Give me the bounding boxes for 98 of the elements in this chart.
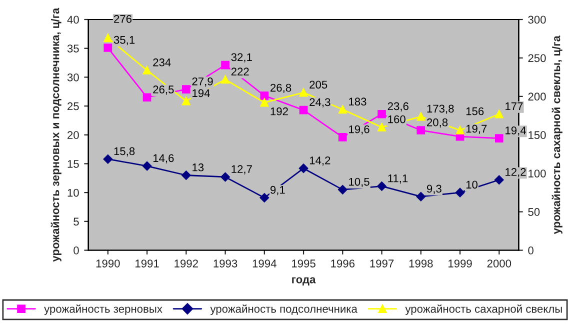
data-label: 12,2 xyxy=(506,168,526,178)
point xyxy=(260,98,269,107)
data-label: 9,3 xyxy=(426,184,442,194)
data-label: 19,7 xyxy=(466,124,487,134)
data-label: 10 xyxy=(466,180,478,189)
data-label: 20,8 xyxy=(427,118,448,128)
point xyxy=(182,85,190,94)
data-label: 19,6 xyxy=(349,125,370,135)
x-tick-label: 1992 xyxy=(174,260,198,268)
data-label: 35,1 xyxy=(114,36,135,46)
data-label: 32,1 xyxy=(231,53,252,62)
point xyxy=(260,91,269,100)
point xyxy=(494,134,504,143)
y2-tick-label: 150 xyxy=(528,131,546,140)
point xyxy=(221,75,230,84)
point xyxy=(378,123,386,132)
point xyxy=(494,175,504,184)
point xyxy=(220,172,230,182)
y2-tick-label: 50 xyxy=(528,208,540,216)
data-label: 160 xyxy=(388,115,406,124)
data-label: 23,6 xyxy=(388,102,408,112)
point xyxy=(221,60,230,70)
point xyxy=(494,110,504,118)
point xyxy=(104,34,112,42)
point xyxy=(182,96,190,106)
point xyxy=(142,161,152,171)
point xyxy=(455,188,465,198)
point xyxy=(416,126,426,134)
point xyxy=(416,192,426,202)
point xyxy=(182,170,191,180)
y-tick-label: 15 xyxy=(68,160,79,168)
y-tick-label: 25 xyxy=(68,102,79,110)
y2-axis-title: урожайность сахарной свеклы, ц/га xyxy=(552,36,562,234)
point xyxy=(260,193,270,202)
y-tick-label: 30 xyxy=(67,73,79,82)
legend-label: урожайность зерновых xyxy=(44,304,162,315)
point xyxy=(378,110,386,118)
data-label: 19,4 xyxy=(506,126,526,136)
data-label: 24,3 xyxy=(310,98,330,108)
legend-label: урожайность подсолнечника xyxy=(210,304,358,315)
y-tick-label: 5 xyxy=(74,218,79,226)
legend-label: урожайность сахарной свеклы xyxy=(405,304,562,315)
data-label: 26,8 xyxy=(270,84,292,93)
point xyxy=(377,182,386,191)
data-label: 183 xyxy=(349,98,366,106)
y-tick-label: 40 xyxy=(67,16,79,24)
y-tick-label: 10 xyxy=(68,188,79,197)
x-tick-label: 1995 xyxy=(292,260,316,268)
data-label: 15,8 xyxy=(114,147,135,156)
x-tick-label: 2000 xyxy=(487,260,512,268)
data-label: 222 xyxy=(231,68,249,76)
y2-tick-label: 300 xyxy=(528,16,546,24)
y2-tick-label: 200 xyxy=(528,92,546,101)
data-label: 205 xyxy=(310,80,328,89)
data-label: 13 xyxy=(192,163,204,172)
data-label: 9,1 xyxy=(270,186,285,196)
data-label: 276 xyxy=(114,15,132,23)
point xyxy=(299,106,308,114)
x-tick-label: 1991 xyxy=(136,260,159,268)
data-label: 194 xyxy=(192,89,210,98)
point xyxy=(142,66,152,74)
y2-tick-label: 0 xyxy=(528,246,534,254)
x-tick-label: 1990 xyxy=(96,260,120,268)
data-label: 10,5 xyxy=(349,178,370,188)
point xyxy=(456,126,464,134)
point xyxy=(338,105,347,114)
data-label: 234 xyxy=(153,58,171,66)
point xyxy=(142,93,152,102)
data-label: 14,2 xyxy=(310,156,330,166)
data-label: 156 xyxy=(466,107,484,116)
data-label: 14,6 xyxy=(153,154,174,164)
x-tick-label: 1996 xyxy=(331,260,355,268)
point xyxy=(299,88,308,97)
x-tick-label: 1997 xyxy=(370,260,394,268)
data-label: 26,5 xyxy=(153,86,174,95)
data-label: 192 xyxy=(270,107,288,116)
y2-tick-label: 100 xyxy=(528,170,546,178)
y-axis-title: урожайность зерновых и подсолнечника, ц/га xyxy=(50,8,62,262)
y-tick-label: 0 xyxy=(74,246,79,254)
data-label: 177 xyxy=(506,102,523,110)
y-tick-label: 35 xyxy=(67,44,79,52)
point xyxy=(416,112,426,121)
x-tick-label: 1994 xyxy=(252,260,276,268)
data-label: 173,8 xyxy=(427,104,454,114)
y2-tick-label: 250 xyxy=(528,54,546,62)
x-tick-label: 1998 xyxy=(409,260,433,268)
data-label: 27,9 xyxy=(192,77,213,87)
x-axis-title: года xyxy=(292,277,316,286)
data-label: 11,1 xyxy=(388,174,408,184)
point xyxy=(338,133,347,142)
x-tick-label: 1993 xyxy=(214,260,238,268)
point xyxy=(338,185,348,194)
point xyxy=(104,44,112,52)
data-label: 12,7 xyxy=(232,165,252,174)
y-tick-label: 20 xyxy=(68,131,79,140)
point xyxy=(103,154,113,164)
point xyxy=(298,164,308,173)
x-tick-label: 1999 xyxy=(448,260,472,268)
